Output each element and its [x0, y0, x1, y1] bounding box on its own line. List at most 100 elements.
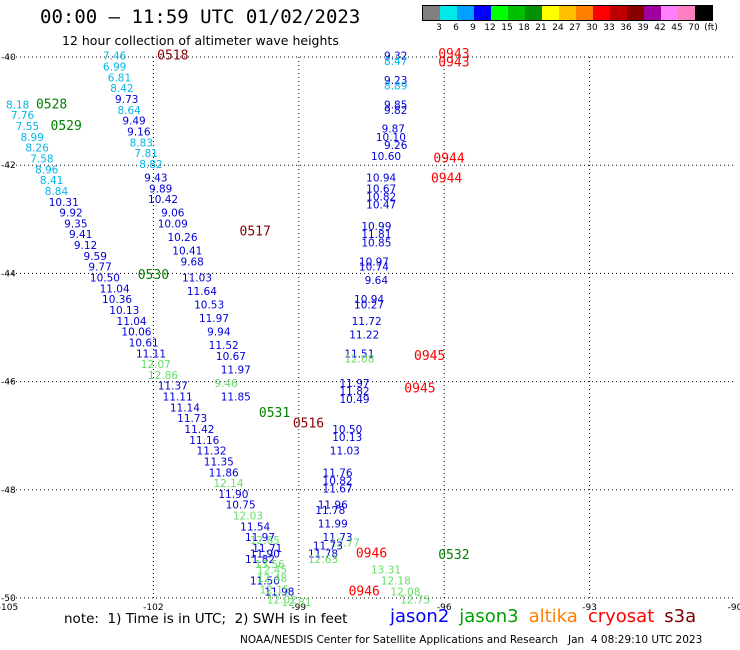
wave-height-value: 10.26 — [167, 232, 197, 244]
y-tick-label: -46 — [1, 378, 16, 388]
satellite-altika: altika — [528, 606, 578, 627]
wave-height-value: 10.50 — [332, 424, 362, 436]
wave-height-value: 11.37 — [158, 381, 188, 393]
wave-height-value: 9.85 — [384, 99, 407, 111]
wave-height-value: 8.47 — [384, 56, 407, 68]
wave-height-value: 11.96 — [318, 500, 348, 512]
legend-swatch — [610, 6, 627, 20]
legend-label: 39 — [637, 23, 649, 33]
wave-height-value: 11.16 — [189, 435, 219, 447]
y-tick-label: -40 — [1, 53, 16, 63]
wave-height-value: 12.65 — [250, 535, 280, 547]
legend-swatches — [422, 5, 713, 21]
wave-height-value: 11.99 — [318, 519, 348, 531]
legend-label: 24 — [552, 23, 564, 33]
wave-height-value: 11.90 — [218, 489, 248, 501]
wave-height-value: 9.64 — [365, 275, 389, 287]
wave-height-value: 11.04 — [117, 316, 147, 328]
wave-height-value: 11.03 — [330, 446, 360, 458]
wave-height-value: 10.47 — [366, 199, 396, 211]
wave-height-value: 10.74 — [359, 262, 389, 274]
wave-height-value: 11.71 — [252, 543, 282, 555]
wave-height-value: 11.51 — [344, 348, 374, 360]
x-tick-label: -93 — [582, 603, 597, 613]
wave-height-value: 13.56 — [255, 559, 285, 571]
wave-height-value: 11.11 — [163, 392, 193, 404]
wave-height-value: 11.22 — [349, 329, 379, 341]
wave-height-value: 9.92 — [59, 208, 82, 220]
wave-height-value: 12.15 — [260, 585, 290, 597]
wave-height-value: 12.63 — [308, 554, 338, 566]
wave-height-value: 11.78 — [315, 505, 345, 517]
legend-swatch — [525, 6, 542, 20]
satellite-jason3: jason3 — [459, 606, 519, 627]
track-time-label: 0943 — [438, 56, 469, 71]
track-time-label: 0946 — [349, 584, 380, 599]
wave-height-value: 8.83 — [130, 137, 153, 149]
wave-height-value: 9.49 — [122, 116, 145, 128]
wave-height-value: 10.67 — [366, 183, 396, 195]
wave-height-value: 10.99 — [361, 221, 391, 233]
x-tick-label: -105 — [0, 603, 18, 613]
wave-height-value: 12.86 — [148, 370, 178, 382]
legend-labels: 3 6 9 12 15 18 21 24 27 30 33 36 39 42 45 70 (ft) — [422, 21, 718, 35]
wave-height-value: 10.42 — [148, 194, 178, 206]
satellite-legend: jason2 jason3 altika cryosat s3a — [390, 606, 706, 627]
wave-height-value: 7.76 — [11, 110, 35, 122]
legend-swatch — [661, 6, 678, 20]
wave-height-value: 11.82 — [340, 386, 370, 398]
x-tick-label: -102 — [143, 603, 163, 613]
wave-height-value: 7.46 — [103, 51, 127, 63]
track-time-label: 0944 — [431, 172, 462, 187]
wave-height-value: 12.07 — [141, 359, 171, 371]
wave-height-value: 12.08 — [390, 586, 420, 598]
satellite-cryosat: cryosat — [587, 606, 655, 627]
wave-height-value: 11.14 — [170, 402, 200, 414]
wave-height-value: 9.23 — [384, 75, 407, 87]
wave-height-value: 10.94 — [366, 172, 396, 184]
wave-height-value: 10.85 — [361, 237, 391, 249]
legend-label: 6 — [453, 23, 459, 33]
wave-height-value: 11.73 — [313, 540, 343, 552]
legend-swatch — [474, 6, 491, 20]
wave-height-value: 11.67 — [323, 484, 353, 496]
wave-height-value: 9.12 — [74, 240, 97, 252]
wave-height-value: 9.43 — [144, 172, 167, 184]
legend-label: 70 — [688, 23, 700, 33]
track-time-label: 0531 — [259, 406, 290, 421]
wave-height-value: 10.13 — [109, 305, 139, 317]
track-time-label: 0532 — [438, 548, 469, 563]
wave-height-value: 6.99 — [103, 62, 126, 74]
wave-height-value: 10.61 — [129, 337, 159, 349]
legend-swatch — [695, 6, 712, 20]
wave-height-value: 8.82 — [139, 159, 162, 171]
wave-height-value: 9.32 — [384, 51, 407, 63]
wave-height-value: 12.81 — [281, 597, 311, 609]
satellite-jason2: jason2 — [390, 606, 450, 627]
wave-height-value: 11.85 — [221, 392, 251, 404]
wave-height-value: 12.18 — [381, 575, 411, 587]
wave-height-value: 8.26 — [25, 143, 49, 155]
track-time-label: 0944 — [433, 151, 464, 166]
wave-height-value: 11.03 — [182, 273, 212, 285]
wave-height-value: 10.97 — [359, 256, 389, 268]
wave-height-value: 10.50 — [90, 273, 120, 285]
wave-height-value: 10.53 — [194, 300, 224, 312]
x-tick-label: -96 — [437, 603, 452, 613]
wave-height-value: 9.59 — [84, 251, 107, 263]
legend-swatch — [593, 6, 610, 20]
track-time-label: 0945 — [404, 381, 435, 396]
wave-height-value: 9.73 — [115, 94, 138, 106]
wave-height-value: 11.81 — [361, 229, 391, 241]
footnote: note: 1) Time is in UTC; 2) SWH is in fe… — [64, 611, 348, 627]
legend-label: 12 — [484, 23, 496, 33]
wave-height-value: 10.10 — [376, 132, 406, 144]
track-time-label: 0943 — [438, 47, 469, 62]
credit-line: NOAA/NESDIS Center for Satellite Applica… — [240, 634, 703, 646]
wave-height-value: 10.31 — [49, 197, 79, 209]
chart-title: 00:00 — 11:59 UTC 01/02/2023 — [40, 6, 361, 28]
wave-height-value: 11.11 — [136, 348, 166, 360]
wave-height-value: 9.89 — [149, 183, 172, 195]
legend-swatch — [644, 6, 661, 20]
